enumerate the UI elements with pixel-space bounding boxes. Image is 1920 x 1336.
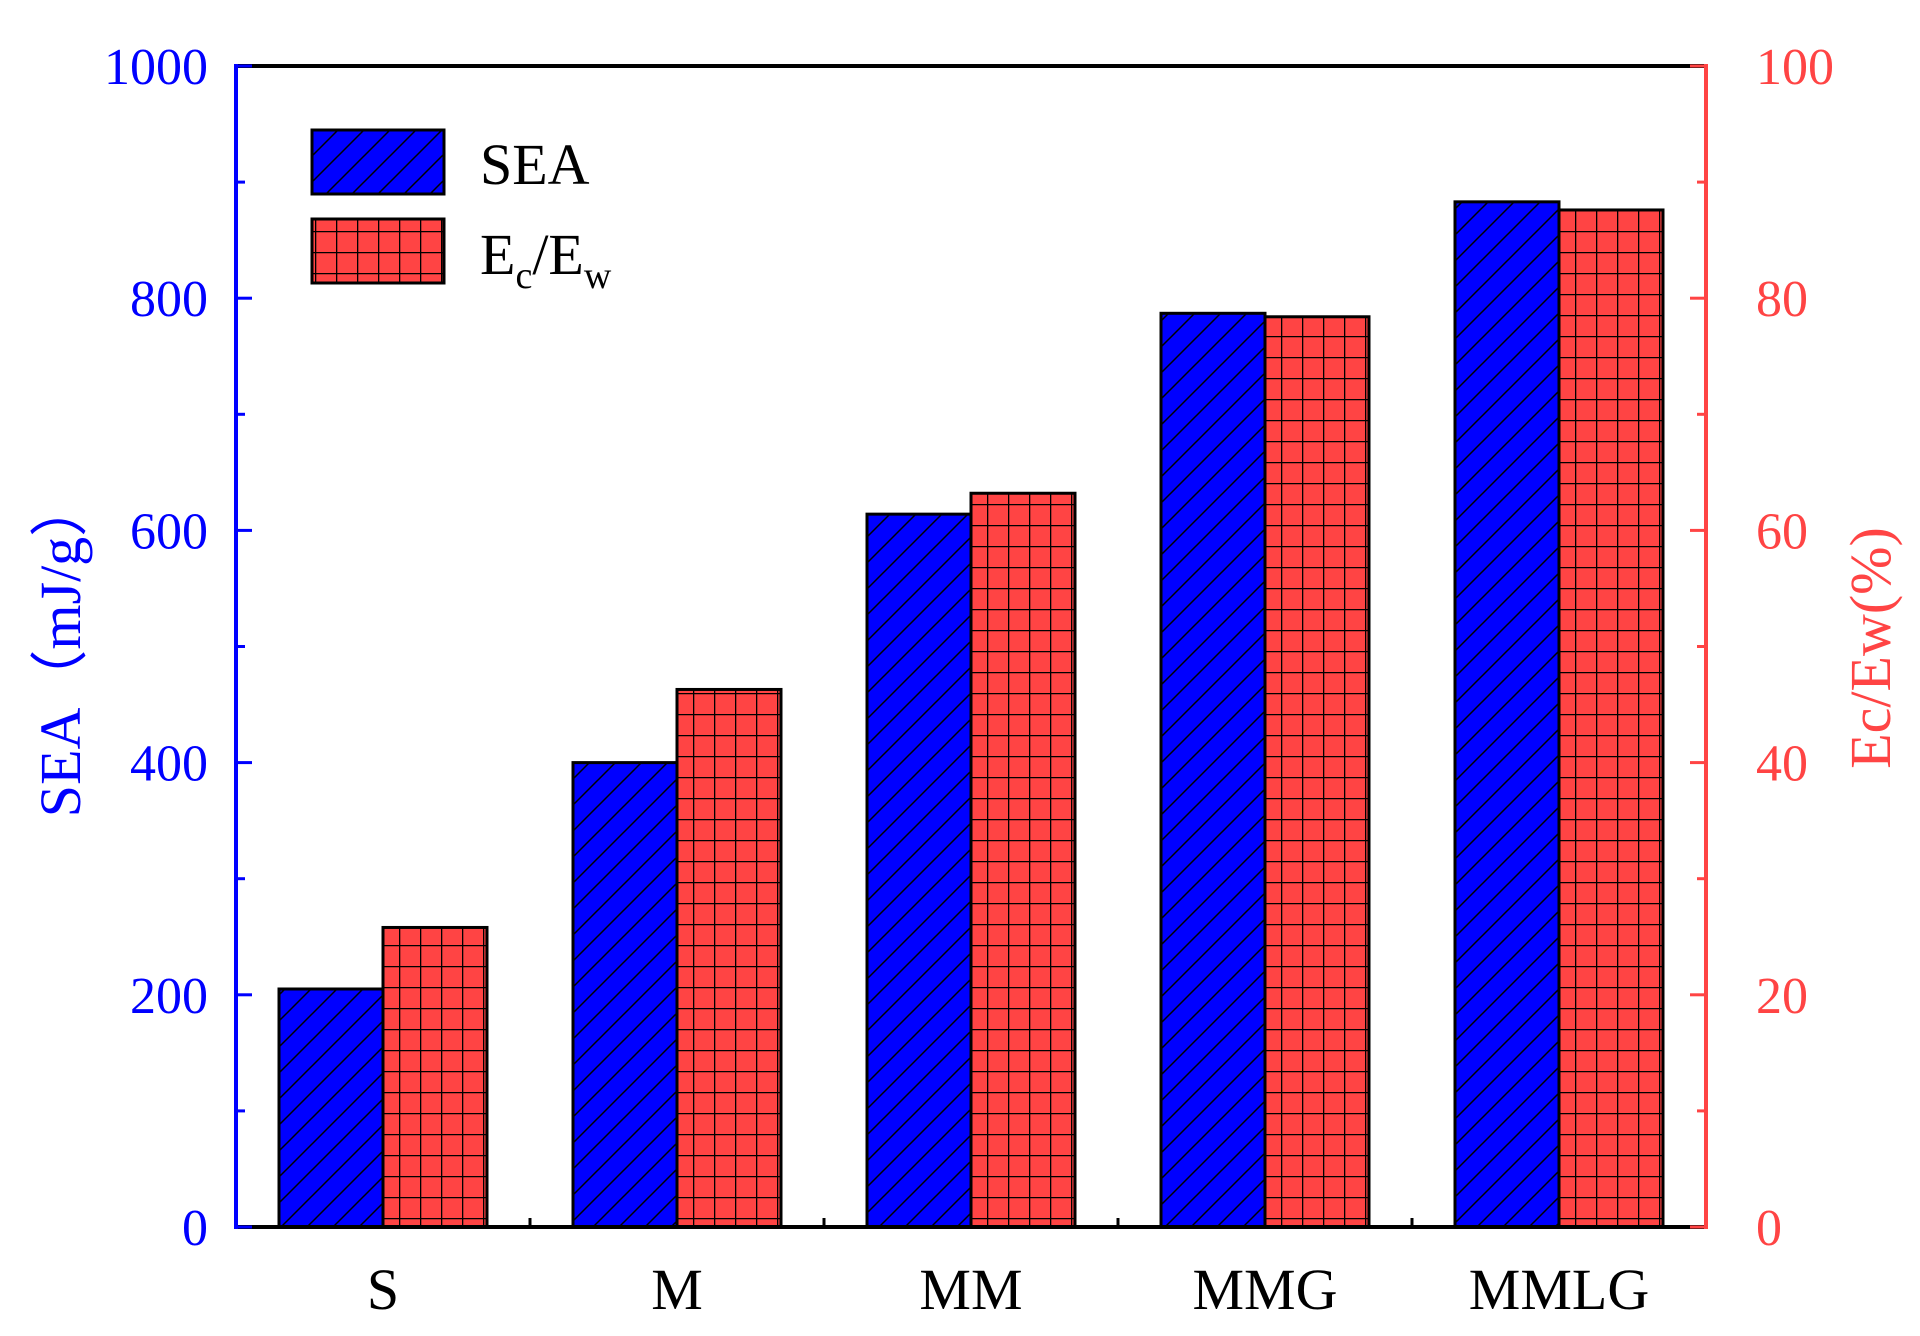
- bar-sea-s: [277, 987, 385, 1229]
- bars-layer: [277, 200, 1665, 1229]
- legend-label-ec-ew-e: E: [480, 222, 515, 287]
- bar-sea-mmlg: [1453, 200, 1561, 1229]
- legend-label-ec-ew-mid: /E: [532, 222, 584, 287]
- right-tick-label: 80: [1756, 271, 1808, 328]
- bar-ec-ew-s: [381, 925, 489, 1229]
- x-tick-label-m: M: [651, 1257, 703, 1322]
- legend: SEA Ec/Ew: [310, 128, 612, 297]
- right-tick-label: 20: [1756, 968, 1808, 1025]
- right-tick-label: 60: [1756, 503, 1808, 560]
- x-tick-label-s: S: [367, 1257, 399, 1322]
- x-tick-label-mmlg: MMLG: [1469, 1257, 1649, 1322]
- bar-sea-mm: [865, 512, 973, 1229]
- legend-label-ec-ew-sub-w: w: [584, 255, 612, 297]
- left-tick-label: 1000: [104, 39, 208, 96]
- legend-label-sea: SEA: [480, 132, 590, 197]
- bar-ec-ew-mmlg: [1557, 208, 1665, 1229]
- bar-sea-m: [571, 761, 679, 1229]
- x-tick-label-mmg: MMG: [1192, 1257, 1337, 1322]
- legend-swatch-sea: [310, 128, 446, 196]
- left-tick-label: 600: [130, 503, 208, 560]
- left-axis-title: SEA（mJ/g）: [28, 479, 93, 817]
- right-tick-label: 100: [1756, 39, 1834, 96]
- bar-ec-ew-mm: [969, 491, 1077, 1229]
- bar-ec-ew-m: [675, 687, 783, 1229]
- right-axis-title: Ec/Ew(%): [1838, 527, 1903, 769]
- left-tick-label: 800: [130, 271, 208, 328]
- left-tick-label: 0: [182, 1200, 208, 1257]
- left-tick-label: 400: [130, 736, 208, 793]
- right-tick-label: 0: [1756, 1200, 1782, 1257]
- right-tick-label: 40: [1756, 736, 1808, 793]
- legend-label-ec-ew-sub-c: c: [515, 255, 532, 297]
- left-tick-label: 200: [130, 968, 208, 1025]
- legend-swatch-ec-ew: [310, 217, 446, 285]
- bar-sea-mmg: [1159, 311, 1267, 1229]
- legend-label-ec-ew: Ec/Ew: [480, 222, 612, 297]
- x-tick-label-mm: MM: [919, 1257, 1022, 1322]
- bar-ec-ew-mmg: [1263, 315, 1371, 1229]
